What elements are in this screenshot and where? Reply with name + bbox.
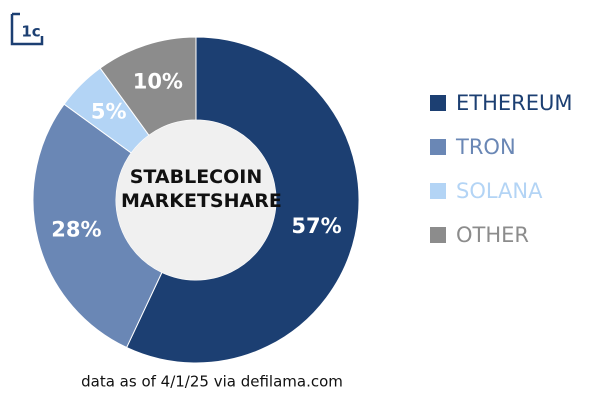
logo: 1c [21, 23, 40, 41]
donut-hole [116, 120, 276, 280]
value-label: 28% [51, 218, 101, 242]
chart-title: STABLECOIN MARKETSHARE [121, 166, 282, 212]
logo-frame [10, 12, 44, 46]
legend-swatch [430, 139, 446, 155]
source-note: data as of 4/1/25 via defilama.com [81, 373, 343, 391]
value-label: 10% [133, 70, 183, 94]
legend-label: SOLANA [456, 179, 543, 203]
legend-swatch [430, 227, 446, 243]
legend-label: ETHEREUM [456, 91, 573, 115]
legend-swatch [430, 183, 446, 199]
legend-label: TRON [455, 135, 516, 159]
value-label: 57% [291, 214, 341, 238]
legend-label: OTHER [456, 223, 529, 247]
legend-swatch [430, 95, 446, 111]
value-label: 5% [91, 100, 127, 124]
